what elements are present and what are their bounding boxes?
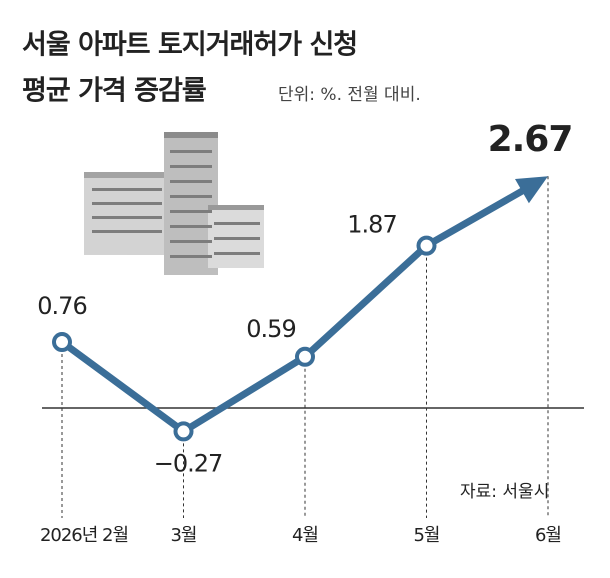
chart-title: 평균 가격 증감률 [22, 76, 206, 107]
x-tick-label: 6월 [535, 525, 561, 546]
chart-subtitle: 단위: %. 전월 대비. [278, 85, 421, 105]
x-tick-label: 5월 [413, 525, 439, 546]
building-illustration [84, 132, 264, 275]
x-tick-label: 2026년 2월 [40, 525, 128, 546]
value-label: 0.76 [37, 292, 86, 320]
value-label: 1.87 [347, 211, 396, 239]
chart-title: 서울 아파트 토지거래허가 신청 [22, 30, 357, 61]
point [416, 235, 437, 256]
value-label: 2.67 [488, 119, 573, 160]
value-label: 0.59 [246, 315, 295, 343]
source: 자료: 서울시 [460, 482, 549, 502]
point [295, 346, 315, 367]
point [52, 332, 72, 353]
point [173, 421, 194, 442]
arrowhead [515, 176, 548, 204]
value-label: −0.27 [154, 449, 223, 477]
x-tick-label: 3월 [170, 525, 196, 546]
x-tick-label: 4월 [292, 525, 318, 546]
